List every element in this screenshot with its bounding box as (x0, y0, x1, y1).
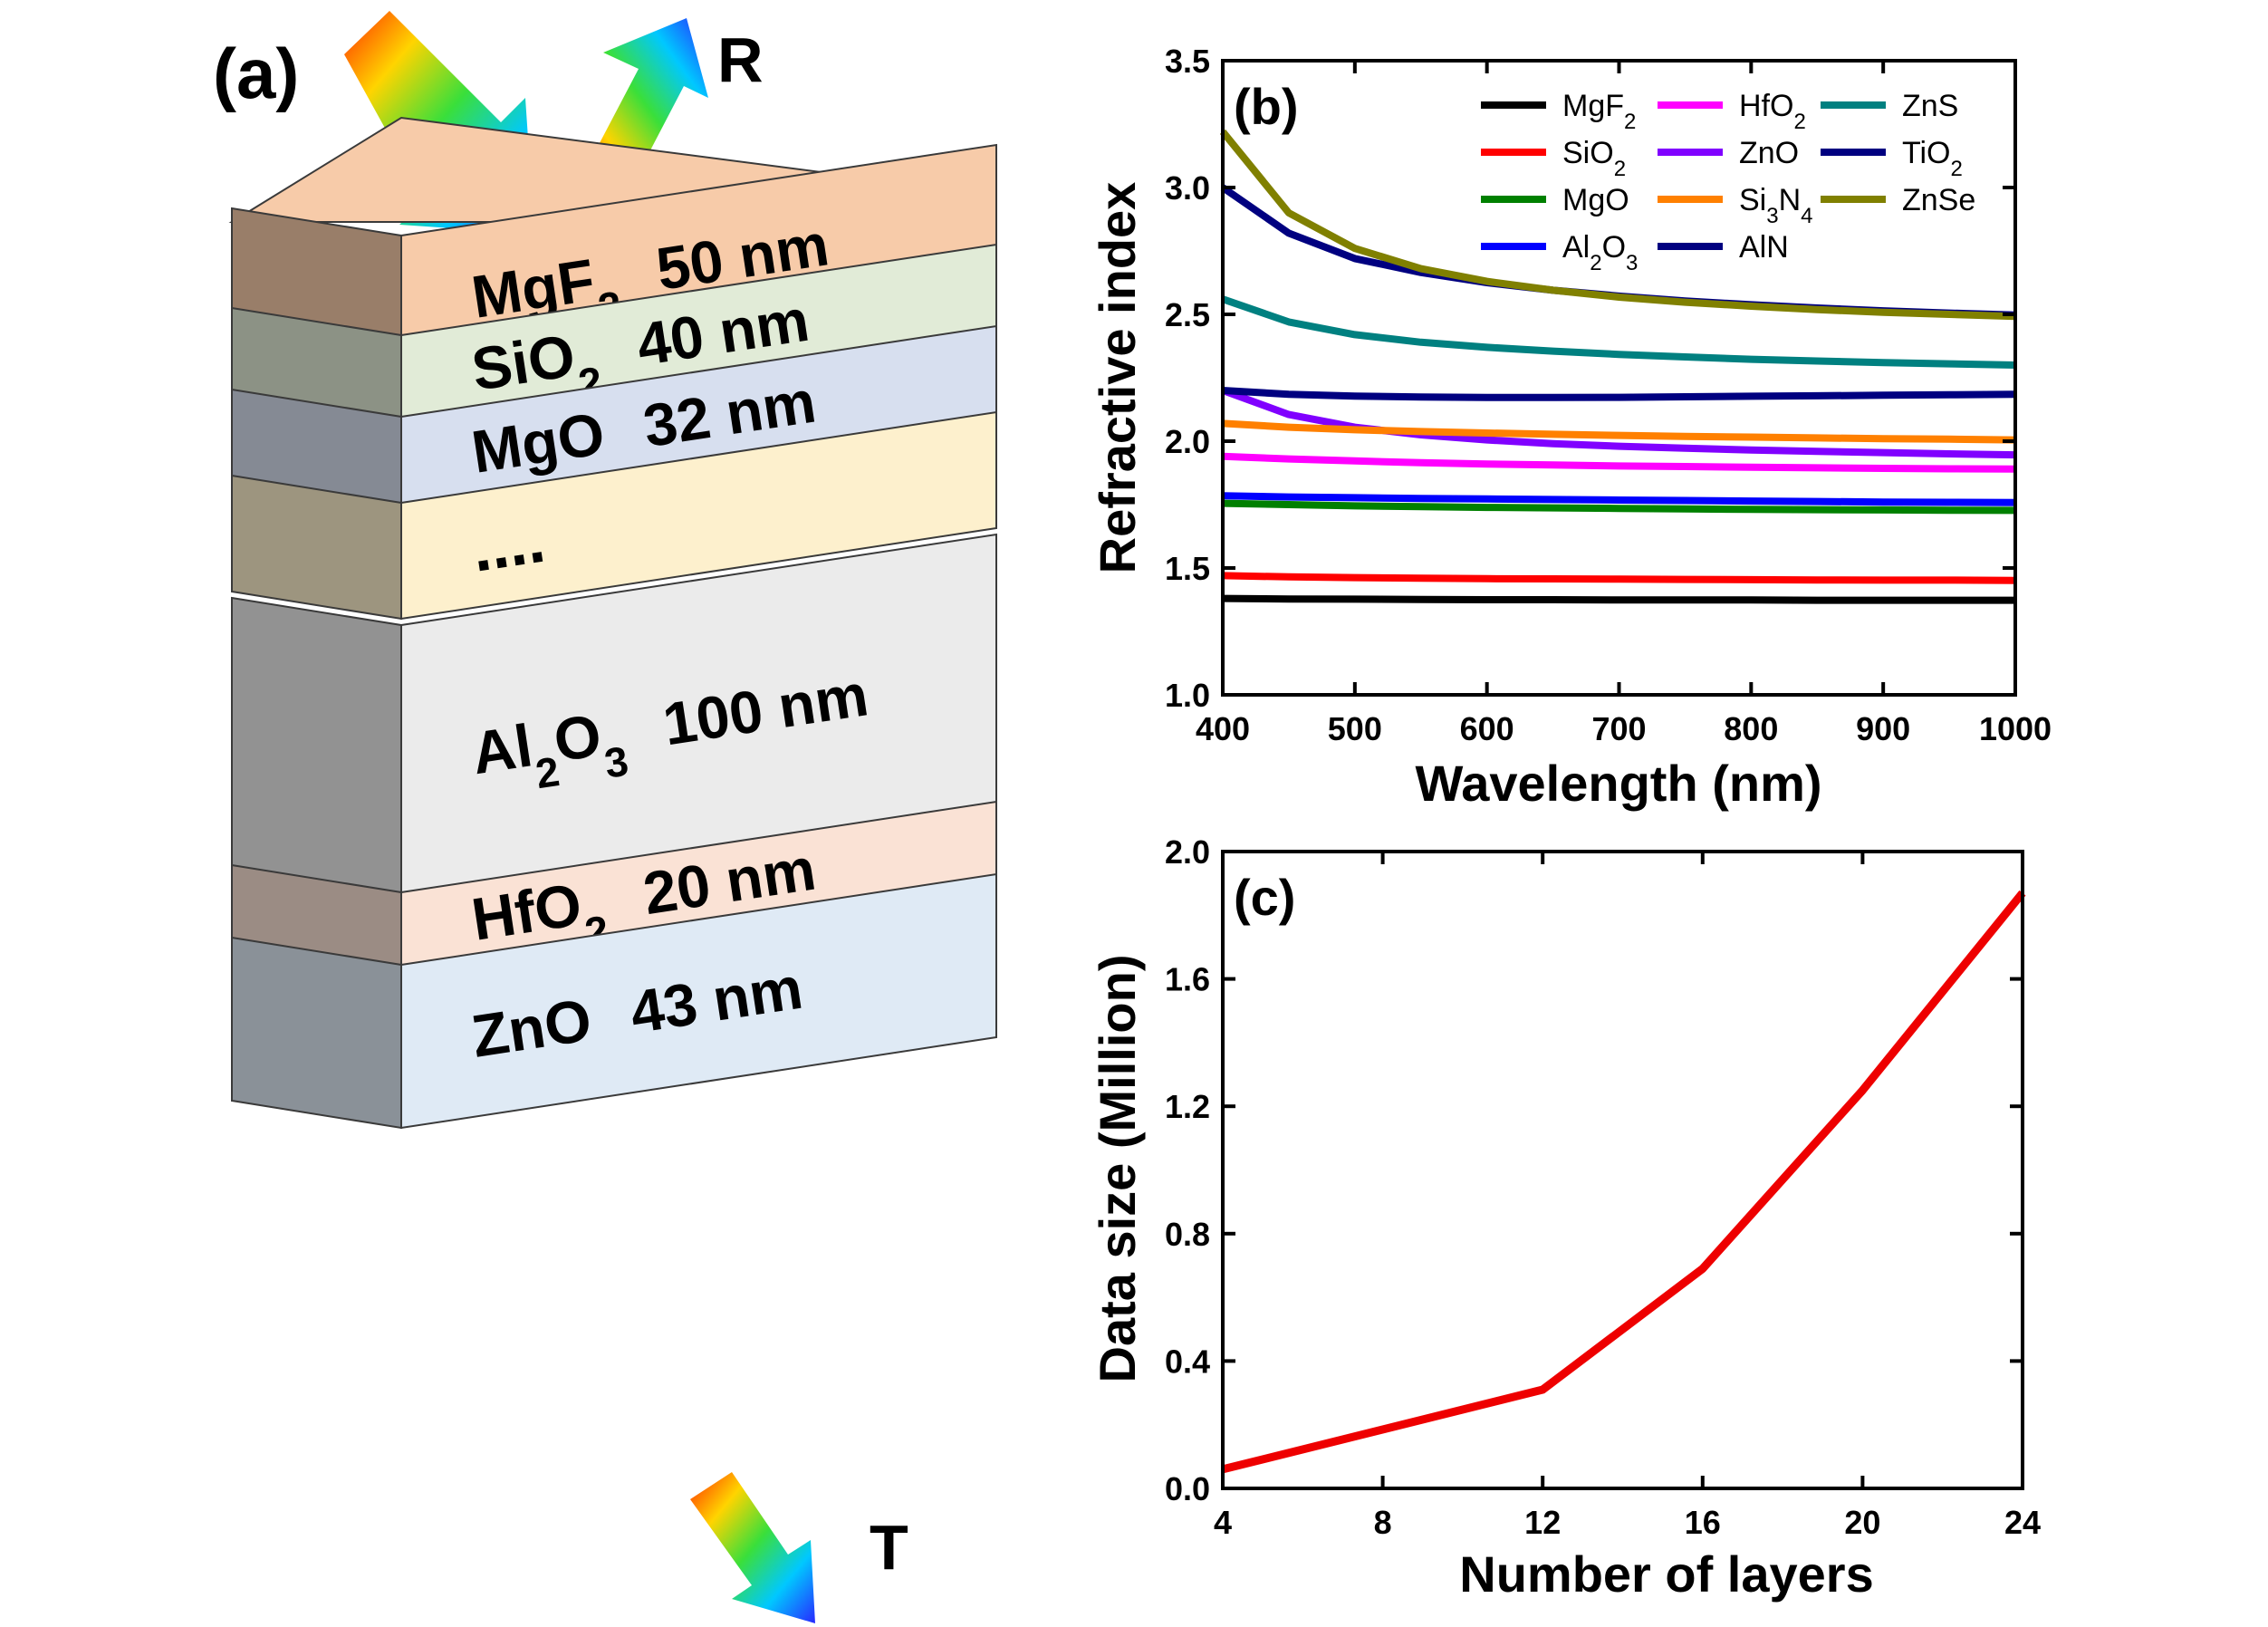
y-tick-label: 1.2 (1165, 1088, 1210, 1125)
refractive-index-curves (1219, 129, 2016, 604)
chart-b-axes: 400 500 600 700 800 900 1000 1.0 1.5 2.0 2.5 3.0 3.5 (1165, 43, 2052, 747)
legend-label: MgO (1562, 183, 1629, 217)
x-tick-label: 16 (1685, 1504, 1721, 1541)
legend-label: Si3N4 (1739, 183, 1813, 228)
chart-b-panel-label: (b) (1234, 78, 1299, 135)
y-tick-label: 1.6 (1165, 961, 1210, 998)
x-tick-label: 20 (1844, 1504, 1880, 1541)
layer-side-face (231, 936, 402, 1130)
y-tick-label: 2.5 (1165, 296, 1210, 333)
series-line-mgf (1222, 594, 2015, 604)
layer-front-face (400, 410, 997, 621)
legend-label: ZnO (1739, 136, 1799, 170)
chart-b-ylabel: Refractive index (1089, 182, 1146, 574)
series-line-hfo (1222, 452, 2016, 473)
x-tick-label: 8 (1374, 1504, 1392, 1541)
chart-c-axes: 4 8 12 16 20 24 0.0 0.4 0.8 1.2 1.6 2.0 (1165, 833, 2041, 1541)
series-line-aln (1222, 387, 2016, 401)
series-line-mgo (1222, 499, 2016, 515)
x-tick-label: 900 (1856, 710, 1910, 747)
panel-a-label: (a) (213, 34, 299, 113)
chart-c-xlabel: Number of layers (1459, 1545, 1874, 1603)
chart-c-ylabel: Data size (Million) (1089, 955, 1146, 1383)
y-tick-label: 2.0 (1165, 833, 1210, 871)
series-line-data-size (1221, 890, 2026, 1474)
transmitted-light-arrow-icon (690, 1472, 815, 1623)
x-tick-label: 24 (2004, 1504, 2041, 1541)
data-size-curves (1221, 890, 2026, 1474)
x-tick-label: 700 (1591, 710, 1646, 747)
y-tick-label: 0.4 (1165, 1343, 1210, 1380)
legend-label: HfO2 (1739, 89, 1806, 134)
series-line-znse (1219, 129, 2016, 321)
layer-label: .... (466, 504, 549, 586)
series-line-sio (1222, 572, 2016, 584)
legend-label: TiO2 (1902, 136, 1963, 181)
y-tick-label: 0.8 (1165, 1216, 1210, 1253)
legend-label: Al2O3 (1562, 230, 1638, 275)
series-line-sin (1222, 419, 2016, 444)
x-tick-label: 600 (1460, 710, 1514, 747)
transmitted-label: T (870, 1512, 908, 1583)
legend-label: ZnS (1902, 89, 1958, 123)
legend-label: SiO2 (1562, 136, 1626, 181)
y-tick-label: 3.5 (1165, 43, 1210, 80)
y-tick-label: 3.0 (1165, 169, 1210, 207)
legend-label: ZnSe (1902, 183, 1975, 217)
chart-c-panel-label: (c) (1234, 869, 1295, 926)
chart-c-frame (1221, 850, 2024, 1490)
x-tick-label: 1000 (1979, 710, 2052, 747)
series-line-alo (1222, 492, 2016, 506)
y-tick-label: 1.5 (1165, 550, 1210, 587)
y-tick-label: 0.0 (1165, 1470, 1210, 1507)
chart-b-xlabel: Wavelength (nm) (1415, 755, 1821, 812)
x-tick-label: 12 (1524, 1504, 1561, 1541)
y-tick-label: 2.0 (1165, 423, 1210, 460)
reflected-label: R (717, 24, 764, 95)
layer-side-face (231, 596, 402, 903)
series-line-zns (1221, 295, 2016, 369)
panel-c-data-size-chart: 4 8 12 16 20 24 0.0 0.4 0.8 1.2 1.6 2.0 (c) Number … (1089, 833, 2041, 1603)
x-tick-label: 4 (1214, 1504, 1232, 1541)
y-tick-label: 1.0 (1165, 677, 1210, 714)
x-tick-label: 400 (1196, 710, 1250, 747)
layer-front-face (400, 872, 997, 1130)
legend-label: MgF2 (1562, 89, 1636, 134)
x-tick-label: 500 (1328, 710, 1382, 747)
legend-label: AlN (1739, 230, 1789, 265)
panel-b-refractive-index-chart: 400 500 600 700 800 900 1000 1.0 1.5 2.0 2.5 3.0 3.5… (1089, 43, 2052, 812)
x-tick-label: 800 (1724, 710, 1778, 747)
